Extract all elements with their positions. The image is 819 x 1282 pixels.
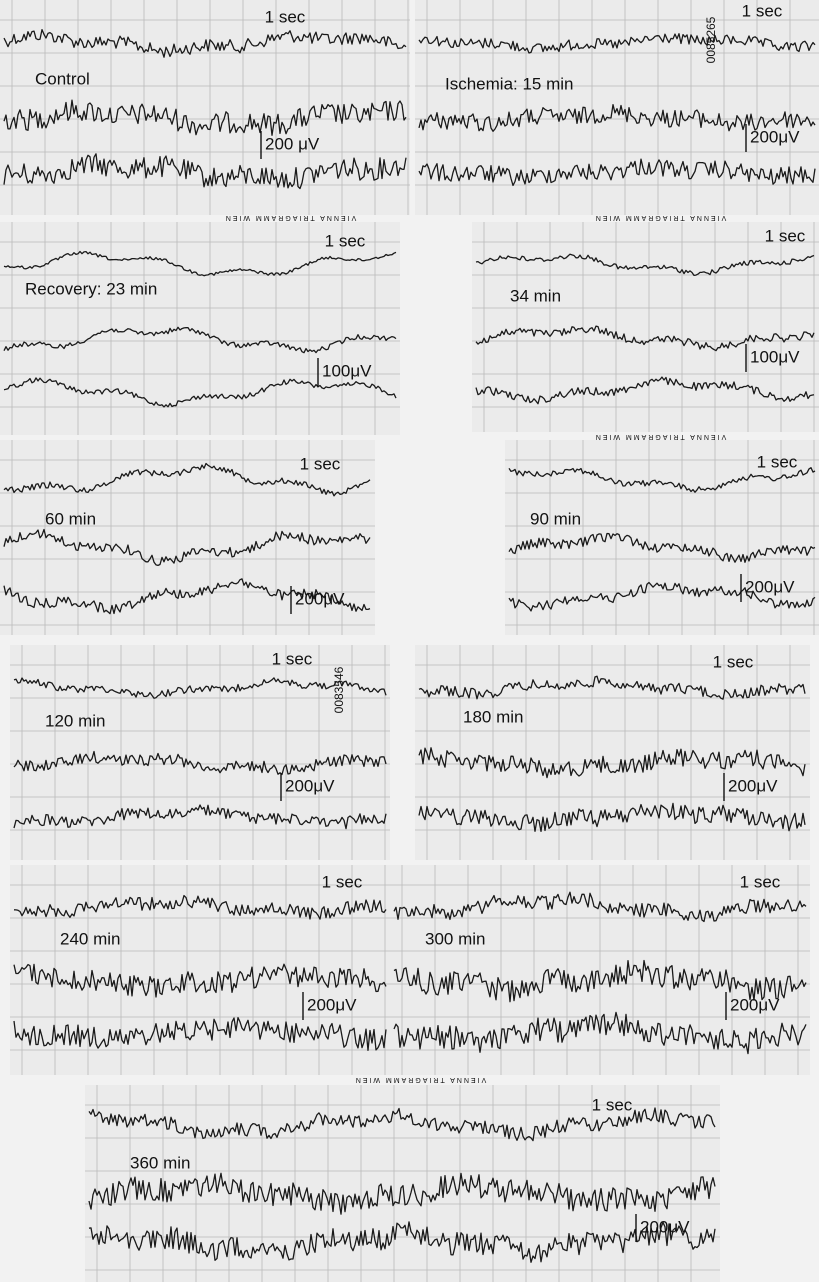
eeg-panel: 1 sec 60 min 200μV bbox=[0, 440, 375, 635]
time-label: 1 sec bbox=[592, 1095, 633, 1114]
time-label: 1 sec bbox=[757, 452, 798, 471]
panel-label: 240 min bbox=[60, 929, 120, 948]
eeg-panel: 1 sec Ischemia: 15 min 200μV bbox=[415, 0, 819, 215]
panel-label: 60 min bbox=[45, 509, 96, 528]
eeg-panel: 1 sec 240 min 200μV bbox=[10, 865, 390, 1075]
scale-label: 200μV bbox=[730, 995, 780, 1014]
time-label: 1 sec bbox=[265, 7, 306, 26]
scale-label: 200μV bbox=[307, 995, 357, 1014]
panel-label: 180 min bbox=[463, 707, 523, 726]
time-label: 1 sec bbox=[740, 872, 781, 891]
chart-paper bbox=[415, 0, 819, 215]
panel-label: 360 min bbox=[130, 1153, 190, 1172]
eeg-panel: 1 sec 180 min 200μV bbox=[415, 645, 810, 860]
panel-label: Ischemia: 15 min bbox=[445, 74, 574, 93]
chart-paper bbox=[0, 222, 400, 435]
paper-stamp: VIENNA TRIAGRAMM WIEN bbox=[354, 1076, 487, 1083]
scale-label: 100μV bbox=[322, 361, 372, 380]
scale-label: 200μV bbox=[728, 776, 778, 795]
panel-label: Recovery: 23 min bbox=[25, 279, 157, 298]
time-label: 1 sec bbox=[325, 231, 366, 250]
scale-label: 100μV bbox=[750, 347, 800, 366]
scale-label: 200 μV bbox=[265, 134, 320, 153]
plate-id: 0085265 bbox=[704, 16, 718, 63]
eeg-panel: 1 sec 360 min 200μV bbox=[85, 1085, 720, 1282]
eeg-panel: 1 sec 34 min 100μV bbox=[472, 222, 819, 432]
panel-label: Control bbox=[35, 69, 90, 88]
time-label: 1 sec bbox=[742, 1, 783, 20]
scale-label: 200μV bbox=[745, 577, 795, 596]
time-label: 1 sec bbox=[272, 649, 313, 668]
time-label: 1 sec bbox=[713, 652, 754, 671]
figure: 1 sec Control 200 μV 1 sec Ischemia: 15 min 2… bbox=[0, 0, 819, 1282]
scale-label: 200μV bbox=[640, 1217, 690, 1236]
paper-stamp: VIENNA TRIAGRAMM WIEN bbox=[224, 214, 357, 221]
eeg-panel: 1 sec Recovery: 23 min 100μV bbox=[0, 222, 400, 435]
time-label: 1 sec bbox=[322, 872, 363, 891]
scale-label: 200μV bbox=[750, 127, 800, 146]
time-label: 1 sec bbox=[300, 454, 341, 473]
panel-label: 120 min bbox=[45, 711, 105, 730]
chart-paper bbox=[10, 865, 390, 1075]
panel-label: 90 min bbox=[530, 509, 581, 528]
time-label: 1 sec bbox=[765, 226, 806, 245]
scale-label: 200μV bbox=[295, 589, 345, 608]
panel-label: 34 min bbox=[510, 286, 561, 305]
scale-label: 200μV bbox=[285, 776, 335, 795]
eeg-panel: 1 sec Control 200 μV bbox=[0, 0, 410, 215]
panel-label: 300 min bbox=[425, 929, 485, 948]
plate-id: 0083546 bbox=[332, 666, 346, 713]
paper-stamp: VIENNA TRIAGRAMM WIEN bbox=[594, 214, 727, 221]
eeg-panel: 1 sec 90 min 200μV bbox=[505, 440, 819, 635]
paper-stamp: VIENNA TRIAGRAMM WIEN bbox=[594, 433, 727, 440]
eeg-panel: 1 sec 300 min 200μV bbox=[390, 865, 810, 1075]
